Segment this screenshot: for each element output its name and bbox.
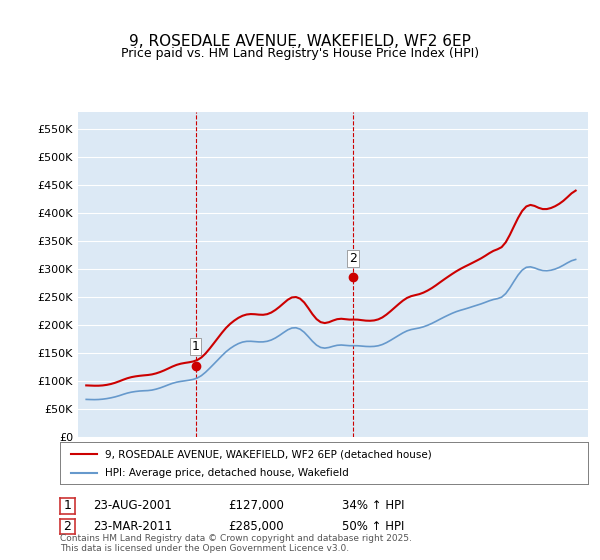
Text: 23-MAR-2011: 23-MAR-2011: [93, 520, 172, 533]
Text: 9, ROSEDALE AVENUE, WAKEFIELD, WF2 6EP (detached house): 9, ROSEDALE AVENUE, WAKEFIELD, WF2 6EP (…: [105, 449, 431, 459]
Text: Price paid vs. HM Land Registry's House Price Index (HPI): Price paid vs. HM Land Registry's House …: [121, 46, 479, 60]
Text: 9, ROSEDALE AVENUE, WAKEFIELD, WF2 6EP: 9, ROSEDALE AVENUE, WAKEFIELD, WF2 6EP: [129, 35, 471, 49]
Text: £127,000: £127,000: [228, 499, 284, 512]
Text: 1: 1: [191, 340, 200, 353]
Text: HPI: Average price, detached house, Wakefield: HPI: Average price, detached house, Wake…: [105, 468, 349, 478]
Text: 2: 2: [349, 252, 357, 265]
Text: £285,000: £285,000: [228, 520, 284, 533]
Text: 34% ↑ HPI: 34% ↑ HPI: [342, 499, 404, 512]
Text: 50% ↑ HPI: 50% ↑ HPI: [342, 520, 404, 533]
Text: 1: 1: [64, 499, 71, 512]
Text: 2: 2: [64, 520, 71, 533]
Text: Contains HM Land Registry data © Crown copyright and database right 2025.
This d: Contains HM Land Registry data © Crown c…: [60, 534, 412, 553]
Text: 23-AUG-2001: 23-AUG-2001: [93, 499, 172, 512]
